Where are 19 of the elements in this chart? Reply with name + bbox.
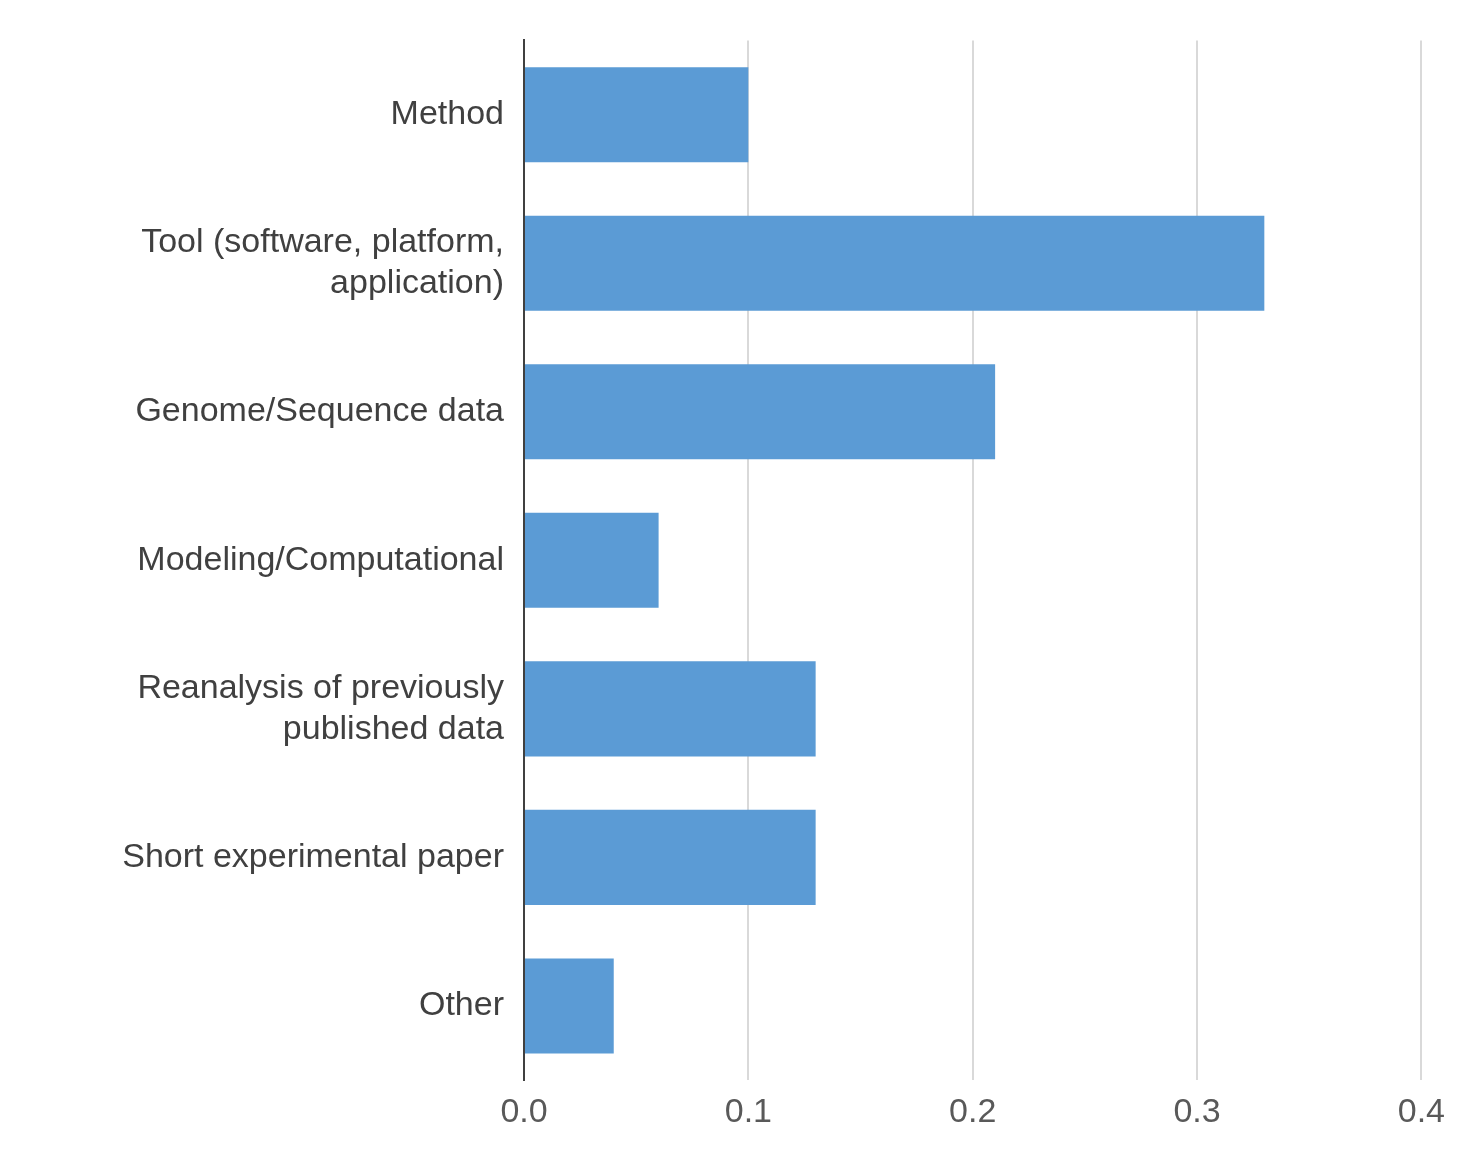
y-tick-label: Short experimental paper bbox=[122, 835, 504, 874]
y-tick-label: Other bbox=[418, 984, 504, 1023]
bar bbox=[525, 809, 816, 905]
x-tick-label: 0.2 bbox=[949, 1090, 997, 1129]
bar bbox=[525, 958, 614, 1054]
y-tick-label: Tool (software, platform, application) bbox=[141, 221, 504, 300]
y-tick-label: Genome/Sequence data bbox=[135, 390, 505, 429]
x-tick-label: 0.3 bbox=[1173, 1090, 1221, 1129]
x-tick-label: 0.1 bbox=[724, 1090, 772, 1129]
y-tick-label: Modeling/Computational bbox=[137, 538, 504, 577]
bar bbox=[525, 364, 996, 460]
bar bbox=[525, 215, 1265, 311]
x-tick-label: 0.0 bbox=[500, 1090, 548, 1129]
x-tick-label: 0.4 bbox=[1397, 1090, 1445, 1129]
bar bbox=[525, 661, 816, 757]
y-tick-label: Method bbox=[390, 93, 504, 132]
bar bbox=[525, 512, 659, 608]
y-tick-label: Reanalysis of previously published data bbox=[137, 666, 505, 746]
bar bbox=[525, 67, 749, 163]
